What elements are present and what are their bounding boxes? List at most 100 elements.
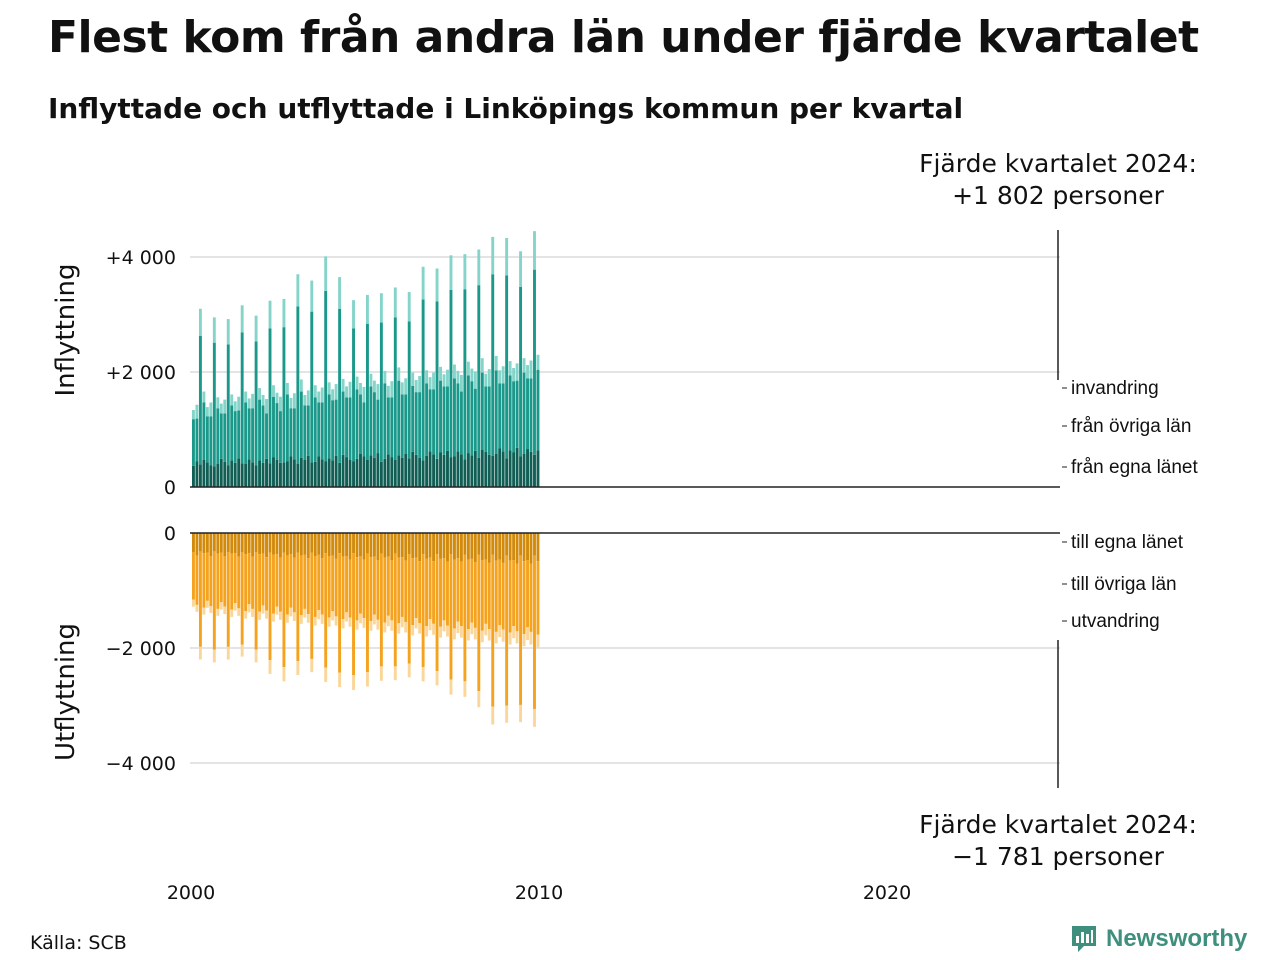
bar-segment [247, 398, 251, 409]
bar-segment [383, 533, 387, 558]
bar-segment [219, 403, 223, 414]
legend-label: från egna länet [1071, 457, 1198, 478]
bar-segment [226, 319, 230, 345]
bar-segment [393, 459, 397, 488]
bar-segment [265, 413, 268, 459]
bar-segment [237, 608, 241, 616]
bar-segment [310, 533, 314, 553]
bar-segment [477, 457, 481, 488]
bar-segment [362, 559, 366, 619]
annotation-title: Fjärde kvartalet 2024: [919, 810, 1197, 839]
bar-segment [453, 456, 456, 487]
bar-segment [223, 399, 227, 414]
bar-segment [202, 553, 206, 608]
bar-segment [501, 451, 505, 487]
bar-segment [334, 384, 338, 400]
bar-segment [292, 459, 296, 487]
bar-segment [439, 558, 442, 627]
bar-segment [209, 402, 213, 417]
bar-segment [317, 402, 321, 457]
bar-segment [498, 625, 502, 638]
bar-segment [285, 555, 289, 615]
bar-segment [313, 461, 317, 487]
bar-segment [404, 453, 408, 487]
bar-segment [501, 366, 505, 384]
bar-segment [244, 402, 248, 465]
bar-segment [414, 454, 418, 487]
bar-segment [449, 554, 453, 680]
bar-segment [397, 455, 401, 488]
bar-segment [317, 554, 321, 611]
bar-segment [369, 557, 373, 621]
bar-segment [272, 385, 275, 397]
bar-segment [341, 391, 345, 455]
bar-segment [459, 561, 463, 627]
bar-segment [372, 556, 376, 615]
bar-segment [345, 457, 349, 487]
bar-segment [285, 382, 289, 395]
bar-segment [397, 533, 401, 558]
bar-segment [209, 533, 213, 556]
bar-segment [192, 551, 195, 600]
bar-segment [491, 274, 495, 456]
bar-segment [320, 533, 324, 559]
bar-segment [285, 614, 289, 623]
bar-segment [522, 533, 526, 562]
bar-segment [446, 533, 449, 562]
bar-segment [425, 626, 429, 637]
bar-segment [212, 342, 216, 467]
bar-segment [237, 556, 241, 609]
bar-segment [233, 603, 237, 611]
bar-segment [390, 381, 394, 398]
bar-segment [418, 392, 422, 458]
bar-segment [470, 558, 474, 623]
bar-segment [341, 533, 345, 557]
bar-segment [362, 386, 366, 403]
bar-segment [254, 551, 258, 650]
bar-segment [379, 666, 383, 681]
bar-segment [247, 408, 251, 460]
bar-segment [202, 533, 206, 554]
bar-segment [317, 391, 321, 403]
y-tick-label: 0 [164, 477, 176, 499]
bar-segment [512, 367, 516, 382]
bar-segment [226, 344, 230, 466]
bar-segment [397, 380, 401, 456]
bar-segment [477, 285, 481, 458]
bar-segment [320, 558, 324, 615]
bar-segment [519, 251, 523, 287]
bar-segment [442, 454, 446, 487]
bar-segment [487, 562, 491, 630]
newsworthy-logo-icon [1072, 926, 1096, 952]
bar-segment [491, 455, 495, 487]
brand-name: Newsworthy [1106, 925, 1248, 952]
bar-segment [473, 533, 477, 563]
bar-segment [338, 533, 342, 554]
bar-segment [303, 459, 307, 488]
brand-logo: Newsworthy [1070, 924, 1247, 954]
bar-segment [362, 618, 366, 628]
bar-segment [466, 533, 470, 560]
bar-segment [505, 275, 509, 459]
bar-segment [515, 563, 519, 632]
bar-segment [393, 533, 397, 554]
bar-segment [279, 396, 282, 412]
bar-segment [459, 454, 463, 487]
bar-segment [226, 465, 230, 487]
bar-segment [421, 266, 425, 300]
bar-segment [512, 626, 516, 639]
bar-segment [313, 533, 317, 556]
bar-segment [285, 461, 289, 488]
bar-segment [456, 370, 460, 384]
bar-segment [327, 394, 331, 459]
bar-segment [292, 393, 296, 409]
bar-segment [202, 391, 206, 403]
bar-segment [435, 458, 439, 487]
bar-segment [379, 293, 383, 323]
bar-segment [372, 380, 376, 393]
bar-segment [526, 378, 529, 450]
bar-segment [334, 399, 338, 456]
bar-segment [320, 402, 324, 460]
bar-segment [289, 607, 293, 617]
bar-segment [494, 560, 498, 632]
